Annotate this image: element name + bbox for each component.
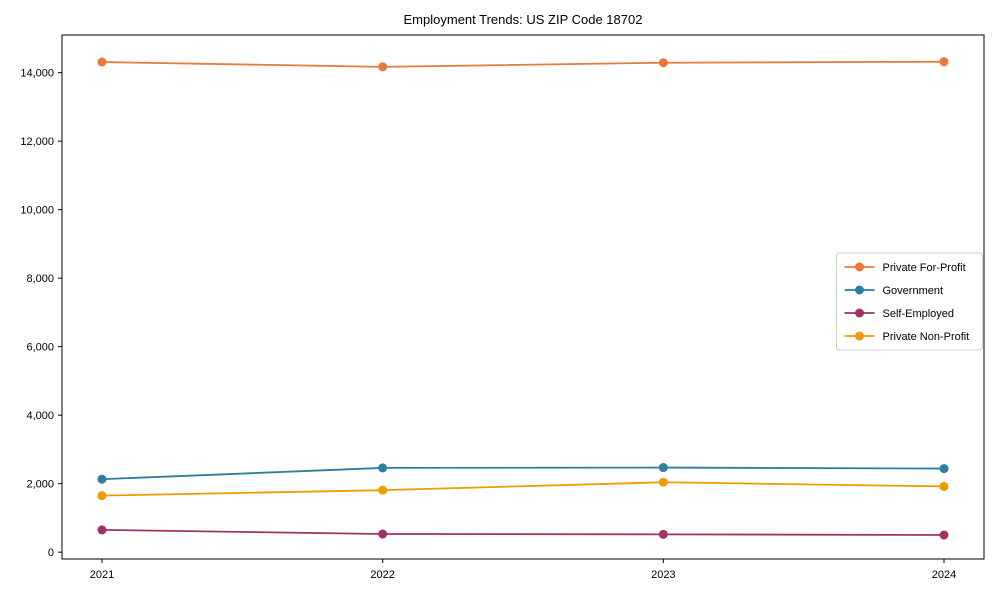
legend-label: Self-Employed (883, 308, 955, 320)
y-tick-label: 10,000 (20, 205, 54, 217)
x-tick-label: 2022 (370, 569, 394, 581)
data-point-2023 (658, 463, 668, 473)
legend-box (836, 252, 983, 351)
legend-label: Government (883, 285, 944, 297)
data-point-2022 (378, 463, 388, 473)
plot-box (61, 34, 985, 560)
legend-sample-marker (855, 331, 864, 341)
data-point-2023 (658, 58, 668, 68)
y-tick-label: 4,000 (26, 410, 54, 422)
x-tick-label: 2023 (651, 569, 675, 581)
legend-sample-marker (855, 285, 864, 295)
y-tick-label: 2,000 (26, 479, 54, 491)
plot-area: 0 2,000 4,000 6,000 8,000 10,000 12,000 14,000 2… (20, 34, 985, 581)
data-point-2024 (939, 481, 949, 491)
legend-sample-marker (855, 262, 864, 272)
data-point-2024 (939, 57, 949, 67)
data-point-2024 (939, 464, 949, 474)
x-tick-label: 2021 (90, 569, 114, 581)
data-point-2024 (939, 530, 949, 540)
x-tick-label: 2024 (932, 569, 956, 581)
series-line-private-for-profit (101, 60, 945, 68)
data-point-2021 (97, 491, 107, 501)
series-line-self-employed (101, 528, 945, 536)
data-point-2021 (97, 57, 107, 67)
data-point-2023 (658, 529, 668, 539)
y-tick-label: 6,000 (26, 342, 54, 354)
data-point-2022 (378, 485, 388, 495)
y-tick-label: 0 (48, 547, 54, 559)
data-point-2021 (97, 474, 107, 484)
series-line-private-non-profit (101, 481, 945, 497)
legend-label: Private Non-Profit (883, 331, 970, 343)
data-point-2021 (97, 525, 107, 535)
data-point-2022 (378, 529, 388, 539)
y-tick-label: 12,000 (20, 136, 54, 148)
chart-title: Employment Trends: US ZIP Code 18702 (404, 12, 643, 27)
legend-label: Private For-Profit (883, 262, 966, 274)
data-point-2023 (658, 477, 668, 487)
y-tick-label: 14,000 (20, 68, 54, 80)
legend-sample-marker (855, 308, 864, 318)
data-point-2022 (378, 62, 388, 72)
series-line-government (101, 466, 945, 481)
y-tick-label: 8,000 (26, 273, 54, 285)
